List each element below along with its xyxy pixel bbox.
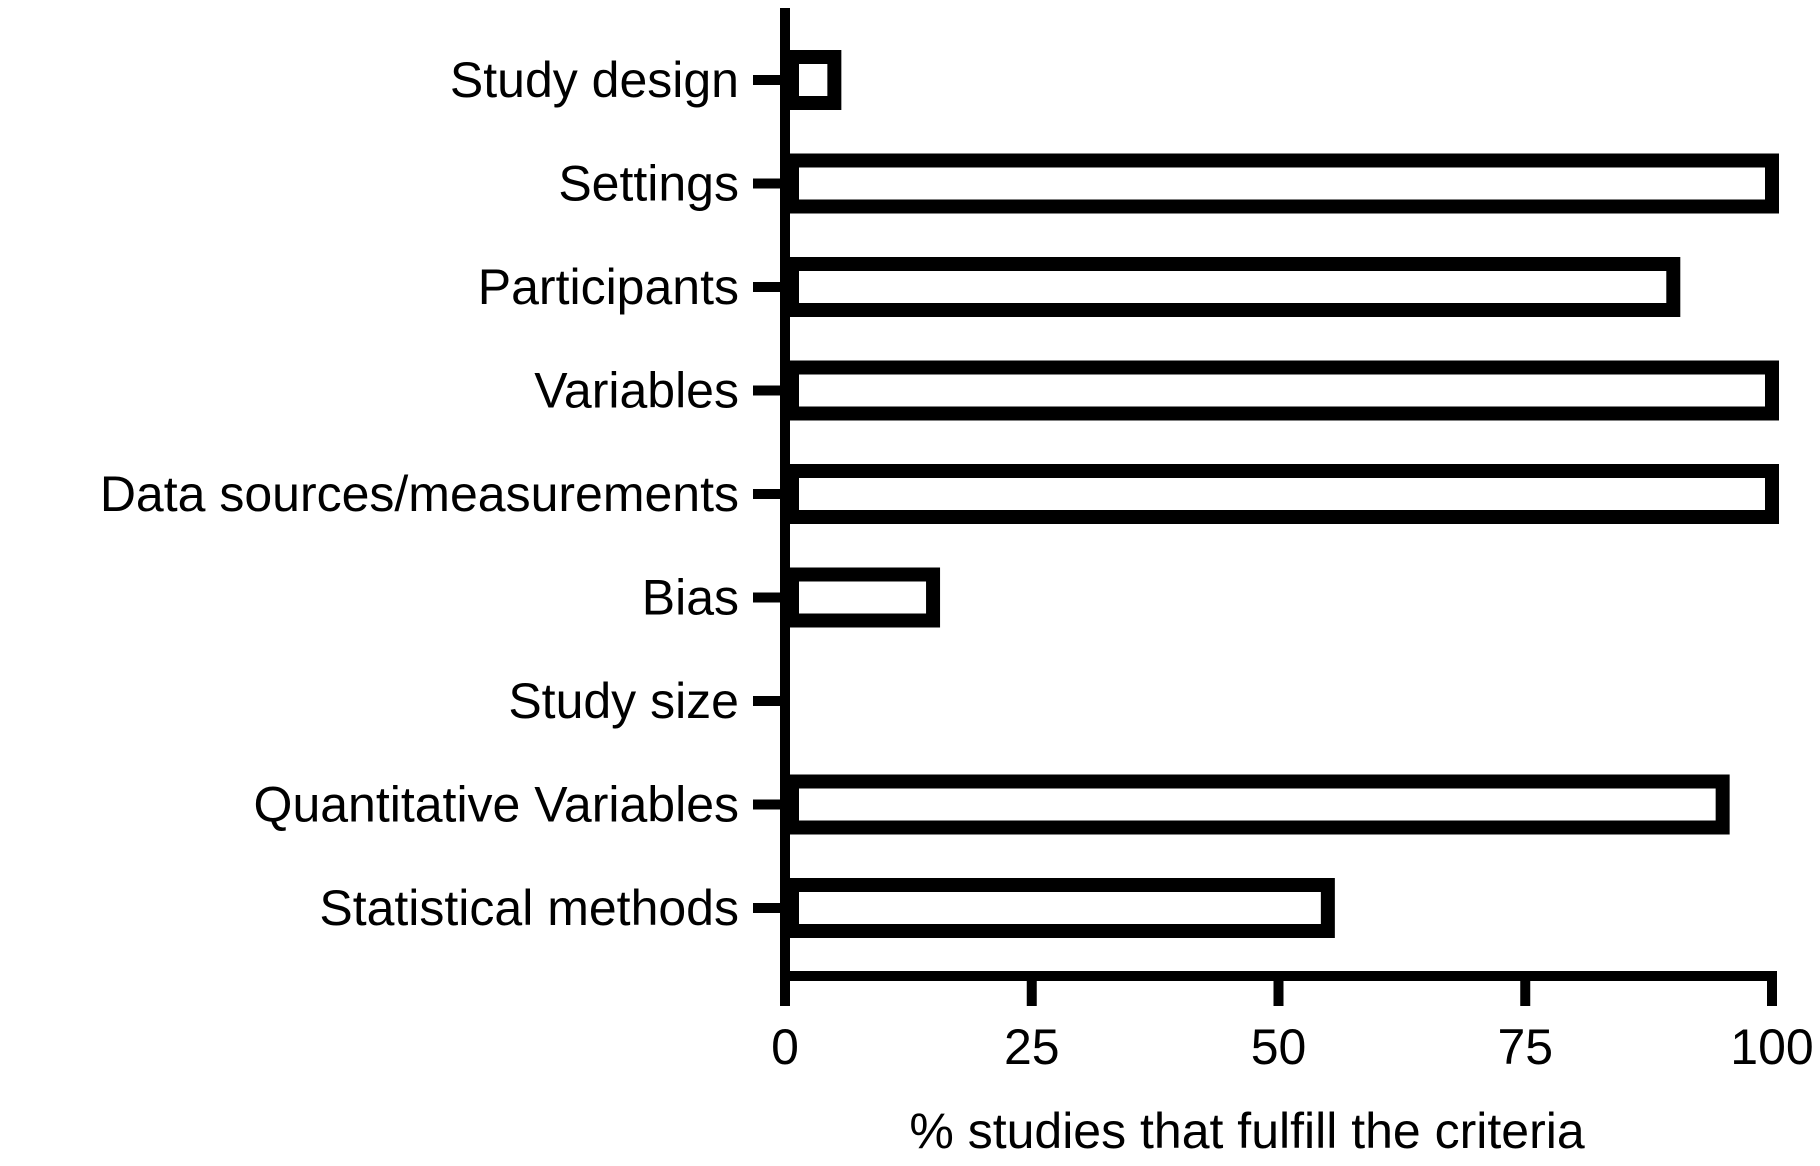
x-tick-label: 25	[1004, 1019, 1060, 1075]
x-axis: 0 25 50 75 100	[771, 971, 1814, 1075]
bar-statistical-methods	[785, 878, 1335, 938]
x-tick-label: 100	[1730, 1019, 1813, 1075]
y-axis: Study design Settings Participants Variable…	[100, 8, 790, 990]
category-label: Quantitative Variables	[254, 777, 739, 833]
bar-quantitative-variables	[785, 774, 1730, 835]
bar-study-design	[785, 50, 842, 110]
category-label: Settings	[558, 156, 739, 212]
category-label: Bias	[642, 570, 739, 626]
bar-settings	[785, 153, 1779, 214]
bar-variables	[785, 360, 1779, 421]
x-axis-title: % studies that fulfill the criteria	[909, 1103, 1584, 1159]
category-label: Statistical methods	[319, 880, 739, 936]
category-label: Variables	[534, 363, 739, 419]
category-label: Study size	[508, 673, 739, 729]
x-tick-label: 50	[1251, 1019, 1307, 1075]
x-tick-label: 75	[1497, 1019, 1553, 1075]
bar-data-sources-measurements	[785, 464, 1779, 524]
bars-group	[785, 50, 1779, 938]
bar-bias	[785, 567, 941, 628]
bar-participants	[785, 257, 1681, 317]
category-label: Study design	[450, 52, 739, 108]
category-label: Data sources/measurements	[100, 466, 739, 522]
x-tick-label: 0	[771, 1019, 799, 1075]
category-label: Participants	[478, 259, 739, 315]
